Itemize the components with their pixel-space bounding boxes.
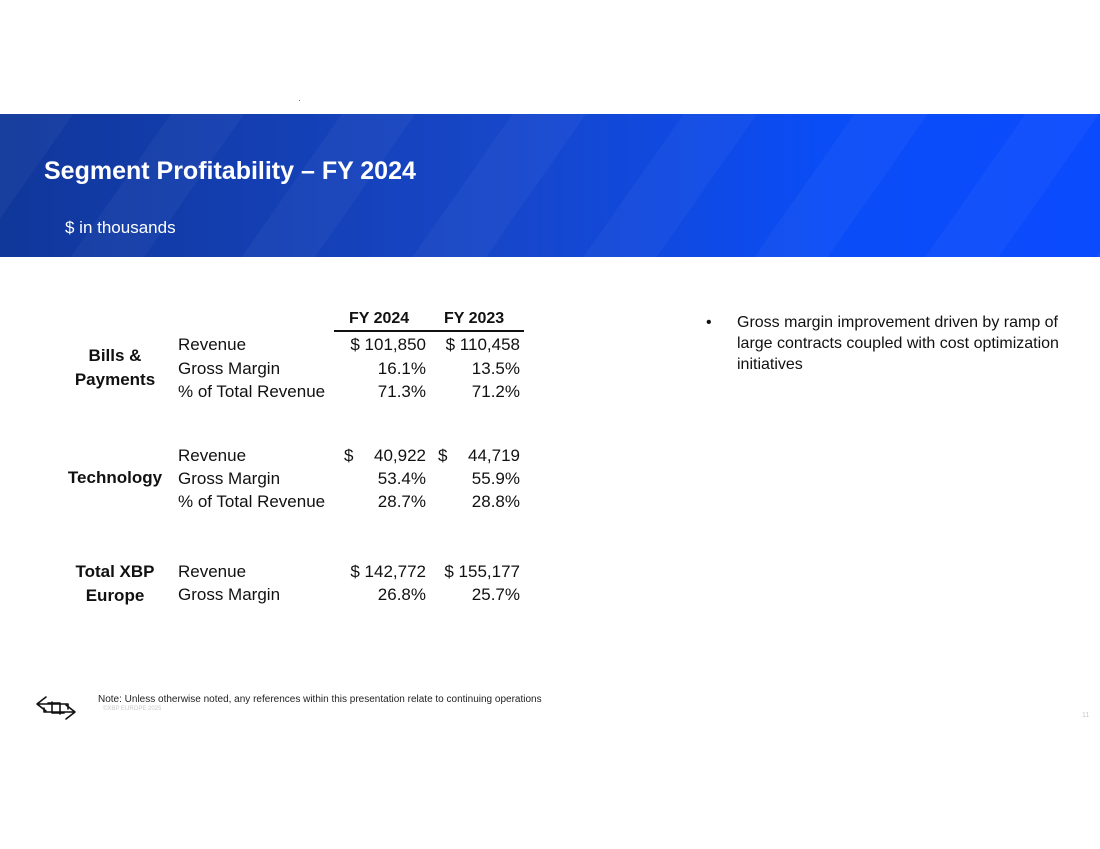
row-label: Gross Margin — [178, 585, 281, 604]
cell-fy2024: $ 101,850 — [350, 335, 426, 354]
stray-dot — [299, 100, 300, 101]
cell-fy2023: 25.7% — [471, 585, 520, 604]
page-number: 11 — [1082, 712, 1090, 719]
page-title: Segment Profitability – FY 2024 — [44, 157, 416, 185]
segment-name-total-xbp-europe: Total XBP Europe — [60, 560, 170, 608]
column-header-fy2024: FY 2024 — [349, 310, 410, 327]
cell-fy2024: $ 142,772 — [350, 562, 426, 581]
row-label: Revenue — [178, 335, 247, 354]
currency-symbol: $ — [344, 446, 354, 465]
cell-fy2023: 28.8% — [471, 492, 520, 511]
header-rule — [334, 330, 524, 332]
footer-copyright: ©XBP EUROPE 2025 — [103, 706, 162, 712]
row-label: Gross Margin — [178, 359, 281, 378]
bullet-marker: • — [706, 314, 712, 331]
cell-fy2024: 16.1% — [377, 359, 426, 378]
cell-fy2023: $ 110,458 — [445, 335, 520, 354]
segment-name-line: Europe — [85, 586, 145, 605]
cell-fy2024: 53.4% — [377, 469, 426, 488]
row-label: Revenue — [178, 562, 247, 581]
segment-name-technology: Technology — [67, 468, 163, 487]
segment-name-line: Payments — [74, 370, 156, 389]
row-label: Revenue — [178, 446, 247, 465]
cell-fy2024: 26.8% — [377, 585, 426, 604]
cell-fy2023: 13.5% — [471, 359, 520, 378]
row-label: % of Total Revenue — [178, 492, 326, 511]
xbp-arrows-logo-icon — [36, 696, 76, 720]
cell-fy2023: 55.9% — [471, 469, 520, 488]
cell-fy2024: 40,922 — [374, 446, 426, 465]
segment-name-line: Total XBP — [75, 562, 155, 581]
segment-name-bills-payments: Bills & Payments — [60, 344, 170, 392]
cell-fy2023: $ 155,177 — [444, 562, 520, 581]
page-subtitle: $ in thousands — [65, 218, 176, 237]
cell-fy2023: 44,719 — [468, 446, 520, 465]
currency-symbol: $ — [438, 446, 448, 465]
row-label: Gross Margin — [178, 469, 281, 488]
cell-fy2024: 71.3% — [377, 382, 426, 401]
title-banner — [0, 114, 1100, 257]
column-header-fy2023: FY 2023 — [444, 310, 505, 327]
cell-fy2024: 28.7% — [377, 492, 426, 511]
bullet-text: Gross margin improvement driven by ramp … — [737, 314, 1059, 373]
segment-name-line: Bills & — [88, 346, 142, 365]
cell-fy2023: 71.2% — [471, 382, 520, 401]
row-label: % of Total Revenue — [178, 382, 326, 401]
footer-note: Note: Unless otherwise noted, any refere… — [98, 694, 542, 705]
